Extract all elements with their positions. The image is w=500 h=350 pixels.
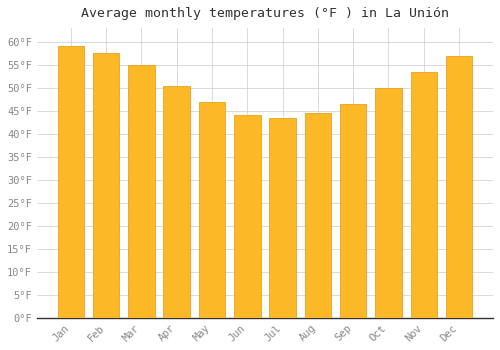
- Bar: [93, 53, 120, 318]
- Bar: [164, 85, 190, 318]
- Bar: [198, 102, 225, 318]
- Bar: [304, 113, 331, 318]
- Bar: [375, 88, 402, 318]
- Title: Average monthly temperatures (°F ) in La Unión: Average monthly temperatures (°F ) in La…: [81, 7, 449, 20]
- Bar: [234, 116, 260, 318]
- Bar: [340, 104, 366, 318]
- Bar: [58, 47, 84, 318]
- Bar: [270, 118, 296, 318]
- Bar: [128, 65, 154, 318]
- Bar: [446, 56, 472, 318]
- Bar: [410, 72, 437, 318]
